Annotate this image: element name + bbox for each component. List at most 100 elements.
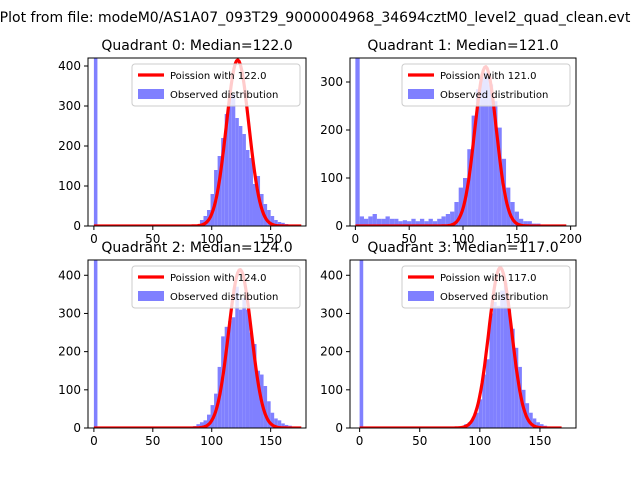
histogram-bar	[493, 302, 497, 428]
legend-box	[401, 63, 571, 107]
y-tick-label: 400	[58, 268, 81, 282]
legend-hist-swatch	[408, 291, 434, 301]
histogram-bar	[500, 290, 504, 428]
histogram-bar	[224, 114, 229, 226]
histogram-bar	[497, 127, 502, 226]
y-tick-label: 200	[58, 139, 81, 153]
panel-title: Quadrant 0: Median=122.0	[101, 38, 292, 54]
x-tick-label: 50	[402, 232, 417, 246]
legend-hist-swatch	[408, 89, 434, 99]
histogram-bar	[527, 221, 532, 226]
x-tick-label: 0	[356, 434, 364, 448]
histogram-bar	[529, 412, 533, 428]
histogram-bar	[281, 423, 285, 428]
histogram-bar	[242, 298, 246, 428]
legend-label-observed: Observed distribution	[170, 292, 278, 303]
panel-title: Quadrant 2: Median=124.0	[101, 240, 292, 256]
y-tick-label: 100	[58, 179, 81, 193]
histogram-bar	[488, 84, 494, 226]
histogram-bar	[518, 218, 524, 226]
histogram-bar	[221, 138, 225, 226]
y-tick-label: 0	[73, 219, 81, 233]
x-tick-label: 150	[259, 434, 282, 448]
histogram-bar	[263, 386, 268, 428]
histogram-bar	[419, 218, 425, 226]
legend-box	[131, 63, 301, 107]
histogram-bar	[207, 414, 211, 428]
histogram-bar	[249, 332, 253, 428]
histogram-bar	[203, 420, 208, 428]
y-tick-label: 0	[335, 219, 343, 233]
x-tick-label: 0	[352, 232, 360, 246]
y-tick-label: 300	[320, 306, 343, 320]
x-tick-label: 200	[559, 232, 582, 246]
axes-frame	[349, 259, 577, 429]
legend: Poission with 124.0 Observed distribution	[131, 265, 301, 309]
histogram-bar	[539, 424, 544, 428]
panel-quadrant-2: 0 50 100 150 0 100 200 300 400 Quadrant 2: Median…	[58, 240, 307, 448]
legend-hist-swatch	[138, 89, 164, 99]
histogram-bar	[467, 149, 472, 226]
legend-box	[131, 265, 301, 309]
x-tick-label: 0	[90, 434, 98, 448]
histogram-bar	[363, 218, 369, 226]
y-tick-label: 0	[73, 421, 81, 435]
histogram-bar	[471, 115, 476, 226]
histogram-bar	[231, 94, 236, 226]
histogram-bar	[475, 412, 479, 428]
histogram-bar	[252, 184, 257, 226]
histogram-bar	[235, 286, 239, 428]
legend-label-poisson: Poission with 121.0	[440, 71, 536, 82]
histogram-bar	[267, 210, 271, 226]
histogram-bar	[93, 260, 98, 428]
histogram-bar	[376, 218, 382, 226]
histogram-bar	[514, 211, 519, 226]
legend-hist-swatch	[138, 291, 164, 301]
x-tick-label: 150	[528, 434, 551, 448]
histogram-bar	[432, 221, 438, 226]
legend-label-observed: Observed distribution	[170, 90, 278, 101]
poisson-curve	[355, 65, 567, 226]
histogram-bar	[224, 326, 229, 428]
histogram-bar	[394, 218, 399, 226]
legend-box	[401, 265, 571, 309]
histogram-bar	[238, 126, 243, 226]
histogram-bar	[245, 309, 250, 428]
panel-quadrant-1: 0 50 100 150 200 0 100 200 300 Quadrant 1: Median…	[320, 38, 582, 246]
histogram-bar	[252, 344, 257, 428]
histogram-bar	[482, 374, 486, 428]
histogram-bar	[514, 347, 519, 428]
histogram-bar	[411, 218, 416, 226]
histogram-bar	[238, 309, 243, 428]
legend-label-poisson: Poission with 124.0	[170, 273, 266, 284]
histogram-bar	[231, 317, 236, 428]
x-tick-label: 50	[412, 434, 427, 448]
y-tick-label: 200	[320, 345, 343, 359]
x-tick-label: 150	[259, 232, 282, 246]
histogram-bar	[93, 58, 98, 226]
histogram-bar	[450, 211, 455, 226]
histogram-bar	[372, 214, 377, 226]
histogram-bar	[385, 216, 390, 226]
y-tick-label: 300	[58, 306, 81, 320]
y-tick-label: 400	[58, 59, 81, 73]
histogram-bar	[228, 321, 232, 428]
histogram-bar	[256, 370, 261, 428]
y-tick-label: 100	[320, 171, 343, 185]
legend: Poission with 117.0 Observed distribution	[401, 265, 571, 309]
legend-label-poisson: Poission with 117.0	[440, 273, 536, 284]
histogram-bar	[196, 424, 200, 428]
histogram-bar	[381, 218, 386, 226]
panel-quadrant-3: 0 50 100 150 0 100 200 300 400 Quadrant 3: Median…	[320, 240, 577, 448]
histogram-bar	[245, 150, 250, 226]
histogram-bar	[199, 220, 204, 226]
x-tick-label: 0	[90, 232, 98, 246]
histogram-bar	[480, 77, 485, 226]
y-tick-label: 200	[320, 123, 343, 137]
histogram-bar	[445, 214, 451, 226]
histogram-bar	[249, 158, 253, 226]
y-tick-label: 300	[58, 99, 81, 113]
histogram-bar	[510, 202, 515, 226]
x-tick-label: 50	[145, 434, 160, 448]
legend: Poission with 121.0 Observed distribution	[401, 63, 571, 107]
